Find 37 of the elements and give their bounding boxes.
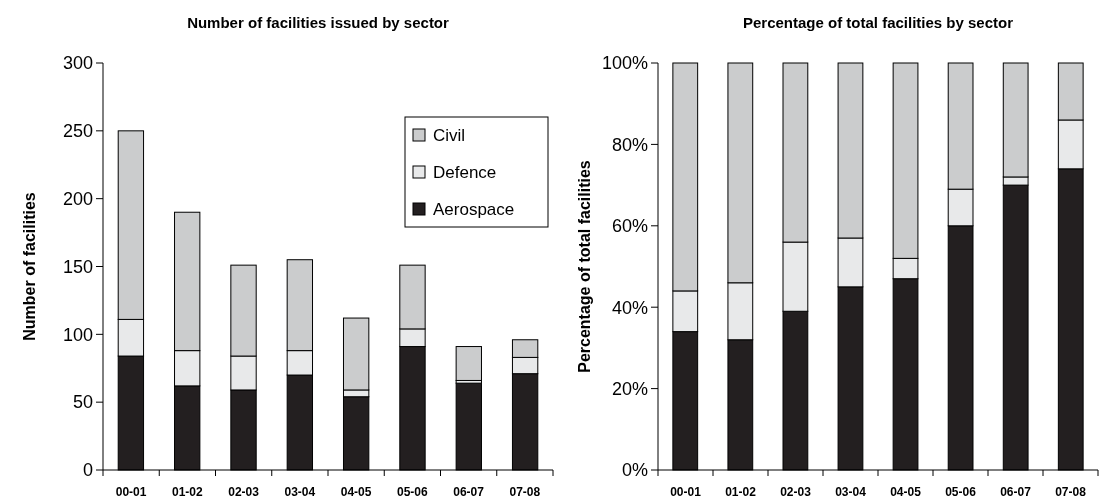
legend-label: Defence bbox=[433, 163, 497, 182]
x-tick-label: 00-01 bbox=[115, 485, 147, 499]
y-tick-label: 100% bbox=[601, 53, 648, 74]
x-tick-label: 02-03 bbox=[780, 485, 812, 499]
x-tick-label: 00-01 bbox=[670, 485, 702, 499]
y-tick-label: 20% bbox=[611, 378, 648, 399]
x-tick-label: 07-08 bbox=[509, 485, 541, 499]
chart-title: Percentage of total facilities by sector bbox=[742, 14, 1014, 31]
x-tick-label: 03-04 bbox=[284, 485, 316, 499]
bar bbox=[455, 346, 482, 381]
x-tick-label: 06-07 bbox=[453, 485, 485, 499]
x-tick-label: 01-02 bbox=[725, 485, 757, 499]
y-tick-label: 250 bbox=[62, 121, 93, 142]
legend-label: Civil bbox=[433, 126, 466, 145]
y-tick-label: 60% bbox=[611, 216, 648, 237]
y-tick-label: 40% bbox=[611, 297, 648, 318]
y-tick-label: 300 bbox=[62, 53, 93, 74]
x-tick-label: 06-07 bbox=[1000, 485, 1032, 499]
y-tick-label: 200 bbox=[62, 188, 93, 209]
x-tick-label: 05-06 bbox=[397, 485, 429, 499]
x-tick-label: 04-05 bbox=[340, 485, 372, 499]
x-tick-label: 03-04 bbox=[835, 485, 867, 499]
x-tick-label: 07-08 bbox=[1055, 485, 1087, 499]
x-tick-label: 02-03 bbox=[228, 485, 260, 499]
y-tick-label: 100 bbox=[62, 324, 93, 345]
y-tick-label: 0 bbox=[82, 460, 93, 481]
legend-label: Aerospace bbox=[433, 200, 515, 219]
chart-title: Number of facilities issued by sector bbox=[187, 14, 450, 31]
y-axis-title: Number of facilities bbox=[21, 192, 38, 341]
y-tick-label: 150 bbox=[62, 256, 93, 277]
x-tick-label: 05-06 bbox=[945, 485, 977, 499]
x-tick-label: 01-02 bbox=[172, 485, 204, 499]
x-tick-label: 04-05 bbox=[890, 485, 922, 499]
y-tick-label: 80% bbox=[611, 134, 648, 155]
y-tick-label: 0% bbox=[621, 460, 648, 481]
y-axis-title: Percentage of total facilities bbox=[576, 160, 593, 373]
y-tick-label: 50 bbox=[72, 392, 93, 413]
